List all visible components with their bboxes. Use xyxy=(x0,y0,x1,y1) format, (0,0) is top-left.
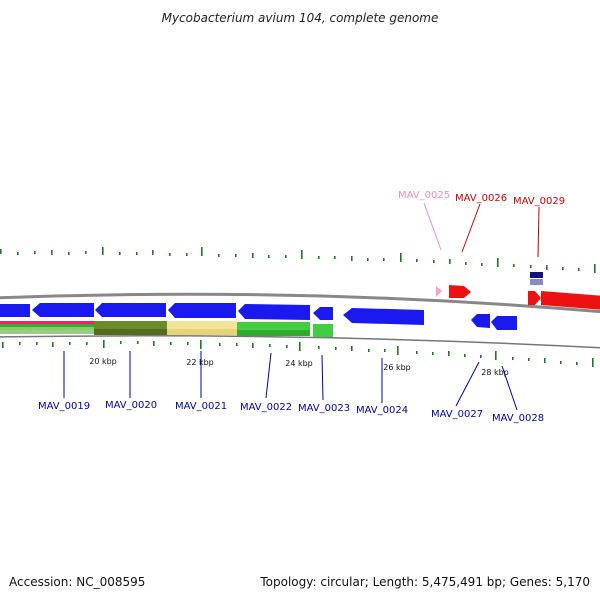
gene-label-mav-0029[interactable]: MAV_0029 xyxy=(513,196,565,207)
label-leader-lines xyxy=(63,202,540,411)
scale-label-26kbp: 26 kbp xyxy=(383,363,411,372)
scale-label-22kbp: 22 kbp xyxy=(186,358,214,367)
gene-mav-0022-arrow[interactable] xyxy=(168,303,236,318)
gene-mav-0024b-arrow[interactable] xyxy=(343,308,424,325)
gene-mav-0024-arrow[interactable] xyxy=(313,307,333,320)
gene-label-mav-0028[interactable]: MAV_0028 xyxy=(492,413,544,424)
scale-label-20kbp: 20 kbp xyxy=(89,357,117,366)
gene-mav-0023-arrow[interactable] xyxy=(238,304,310,320)
map-title: Mycobacterium avium 104, complete genome xyxy=(162,11,439,25)
plus-strand-genes xyxy=(436,272,600,310)
gene-label-mav-0023[interactable]: MAV_0023 xyxy=(298,403,350,414)
gene-label-mav-0027[interactable]: MAV_0027 xyxy=(431,409,483,420)
gene-label-mav-0026[interactable]: MAV_0026 xyxy=(455,193,507,204)
accession-text: Accession: NC_008595 xyxy=(9,575,145,589)
feature-bands xyxy=(0,321,333,337)
gene-mav-0025-arrow[interactable] xyxy=(436,286,442,297)
gene-label-mav-0022[interactable]: MAV_0022 xyxy=(240,402,292,413)
gene-labels: MAV_0019 MAV_0020 MAV_0021 MAV_0022 MAV_… xyxy=(38,190,565,424)
scale-label-28kbp: 28 kbp xyxy=(481,368,509,377)
gene-mav-0020-arrow[interactable] xyxy=(32,303,94,317)
gene-label-mav-0019[interactable]: MAV_0019 xyxy=(38,401,90,412)
genome-info-text: Topology: circular; Length: 5,475,491 bp… xyxy=(259,575,590,589)
small-feature-lavender[interactable] xyxy=(530,279,543,285)
gene-label-mav-0024[interactable]: MAV_0024 xyxy=(356,405,408,416)
small-feature-navy[interactable] xyxy=(530,272,543,278)
scale-label-24kbp: 24 kbp xyxy=(285,359,313,368)
gene-label-mav-0025[interactable]: MAV_0025 xyxy=(398,190,450,201)
gene-mav-0027-arrow[interactable] xyxy=(471,314,490,328)
lower-ticks xyxy=(2,340,594,367)
gene-mav-0030-arrow[interactable] xyxy=(541,291,600,310)
upper-ticks xyxy=(0,247,596,273)
gene-mav-0026-arrow[interactable] xyxy=(449,285,471,298)
genome-backbone-inner xyxy=(0,335,600,349)
gene-label-mav-0021[interactable]: MAV_0021 xyxy=(175,401,227,412)
gene-label-mav-0020[interactable]: MAV_0020 xyxy=(105,400,157,411)
gene-mav-0019-arrow[interactable] xyxy=(0,304,30,317)
genome-backbone-outer xyxy=(0,292,600,314)
gene-mav-0021-arrow[interactable] xyxy=(95,303,166,317)
gene-mav-0029-arrow[interactable] xyxy=(528,291,541,305)
gene-mav-0028-arrow[interactable] xyxy=(491,316,517,330)
scale-labels: 20 kbp 22 kbp 24 kbp 26 kbp 28 kbp xyxy=(89,357,509,377)
minus-strand-genes xyxy=(0,303,517,330)
